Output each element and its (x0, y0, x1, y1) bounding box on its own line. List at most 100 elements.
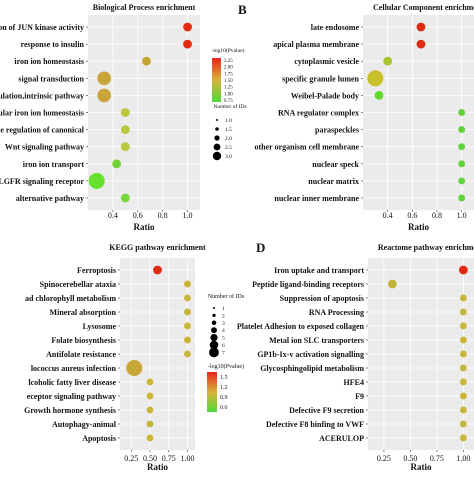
category-label: nuclear inner membrane (274, 194, 359, 203)
data-point (459, 336, 467, 344)
x-tick-label: 0.75 (430, 454, 444, 463)
category-label: Mineral absorption (50, 308, 117, 317)
category-label: Glycosphingolipid metabolism (260, 364, 364, 373)
legend-size-label: 1.5 (225, 127, 232, 133)
legend-size-dot (210, 334, 218, 342)
data-point (459, 420, 467, 428)
category-label: Metal ion SLC transporters (269, 336, 364, 345)
category-label: Apoptosis (82, 434, 116, 443)
category-label: apical plasma membrane (273, 40, 359, 49)
data-point (146, 406, 154, 414)
category-label: alternative pathway (16, 194, 84, 203)
category-label: cytoplasmic vesicle (294, 57, 359, 66)
data-point (374, 91, 384, 100)
category-label: RNA regulator complex (278, 109, 359, 118)
legend-size-label: 7 (222, 350, 225, 356)
panel-title: Reactome pathway enrichment (378, 243, 474, 252)
data-point (146, 420, 154, 428)
category-label: Defective F9 secretion (289, 406, 364, 415)
legend-size-dot (211, 327, 217, 334)
data-point (120, 125, 130, 134)
category-label: Antifolate resistance (46, 350, 116, 359)
data-point (120, 142, 130, 152)
category-label: late endosome (311, 23, 360, 32)
x-axis-label: Ratio (408, 222, 429, 232)
legend-size-dot (211, 320, 217, 326)
x-axis-label: Ratio (147, 462, 168, 472)
category-label: RNA Processing (309, 308, 364, 317)
category-label: Suppression of apoptosis (280, 294, 364, 303)
legend-color-tick: 1.5 (220, 375, 228, 381)
data-point (387, 279, 397, 289)
category-label: response to insulin (21, 40, 85, 49)
data-point (383, 56, 393, 66)
x-tick-label: 0.8 (432, 211, 442, 220)
legend-size-dot (213, 143, 221, 151)
category-label: Lysosome (83, 322, 117, 331)
legend-size-dot (214, 135, 220, 141)
legend-size-label: 3.0 (225, 154, 232, 160)
x-tick-label: 0.50 (143, 454, 157, 463)
data-point (459, 378, 467, 386)
legend-size-label: 2.0 (225, 136, 232, 142)
data-point (459, 406, 467, 414)
data-point (458, 194, 466, 202)
x-tick-label: 1.00 (456, 454, 470, 463)
data-point (458, 177, 466, 185)
data-point (459, 308, 467, 316)
legend-color-tick: 2.25 (224, 59, 233, 64)
category-label: Defective F8 binfing to VWF (266, 420, 364, 429)
legend-size-label: 4 (222, 328, 225, 334)
x-tick-label: 0.4 (108, 211, 118, 220)
category-label: GP1b-Ix-v activation signalling (257, 350, 364, 359)
legend-size-title: Number of IDs (213, 103, 246, 110)
x-tick-label: 1.0 (457, 211, 467, 220)
x-tick-label: 0.25 (124, 454, 138, 463)
category-label: ad chlorophyll metabolism (25, 294, 116, 303)
x-tick-label: 0.50 (403, 454, 417, 463)
data-point (120, 193, 130, 203)
category-label: Wnt signaling pathway (5, 143, 84, 152)
data-point (184, 322, 191, 330)
legend-colorbar (212, 58, 221, 102)
legend-color-tick: 1.75 (224, 72, 233, 77)
category-label: ACERULOP (319, 434, 364, 443)
x-tick-label: 0.6 (133, 211, 143, 220)
category-label: specific granule lumen (282, 74, 359, 83)
legend-size-dot (212, 151, 222, 161)
data-point (153, 265, 162, 275)
data-point (416, 39, 426, 49)
data-point (97, 71, 111, 86)
category-label: other organism cell membrane (255, 143, 360, 152)
category-label: ion of JUN kinase activity (0, 23, 84, 32)
legend-color-tick: 1.25 (224, 86, 233, 91)
data-point (458, 143, 466, 151)
legend-size-label: 5 (222, 336, 225, 342)
data-point (459, 434, 467, 442)
data-point (458, 109, 466, 116)
legend-size-dot (209, 340, 219, 350)
legend-size-title: Number of IDs (208, 293, 245, 300)
panel-title: Cellular Component enrichment (373, 3, 474, 12)
category-label: Autophagy-animal (52, 420, 117, 429)
legend-color-tick: 1.2 (220, 385, 228, 391)
category-label: paraspeckles (315, 126, 359, 135)
category-label: e regulation of canonical (0, 126, 84, 135)
category-label: nuclear matrix (308, 177, 359, 186)
data-point (184, 308, 191, 316)
data-point (126, 360, 143, 376)
category-label: nuclear speck (312, 160, 359, 169)
x-axis-label: Ratio (411, 462, 432, 472)
data-point (97, 88, 111, 103)
legend-size-dot (215, 127, 219, 131)
legend-size-dot (216, 119, 218, 121)
data-point (459, 265, 468, 275)
x-tick-label: 1.00 (181, 454, 195, 463)
legend-size-label: 2.5 (225, 145, 232, 151)
category-label: iron ion transport (23, 160, 85, 169)
panel-letter: D (256, 240, 265, 255)
category-label: Growth hormone synthesis (24, 406, 116, 415)
category-label: Folate biosynthesis (51, 336, 116, 345)
legend-color-tick: 1.50 (224, 79, 233, 84)
